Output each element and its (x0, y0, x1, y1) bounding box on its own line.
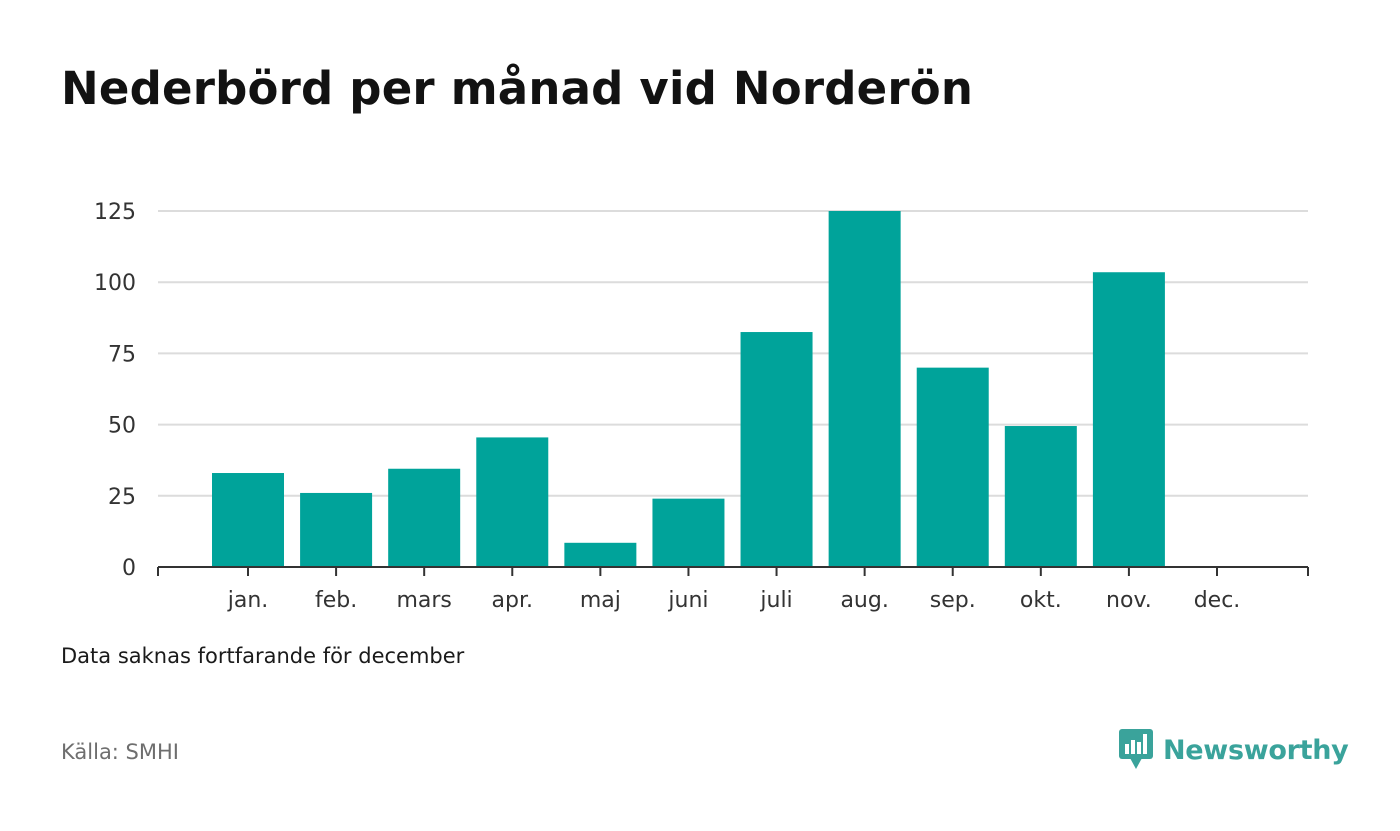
x-tick-label: aug. (840, 588, 888, 613)
bar-jan (212, 473, 284, 567)
bar-mars (388, 468, 461, 567)
bar-sep (916, 367, 989, 567)
x-tick-label: feb. (315, 588, 357, 613)
x-tick-label: juni (667, 588, 708, 613)
y-tick-label: 75 (108, 342, 136, 367)
y-tick-label: 100 (94, 271, 136, 296)
bar-okt (1004, 426, 1077, 567)
x-tick-label: mars (396, 588, 451, 613)
bar-juni (652, 498, 725, 567)
y-tick-label: 125 (94, 200, 136, 225)
bar-juli (740, 332, 813, 567)
x-tick-label: sep. (930, 588, 976, 613)
y-axis-tick-labels: 0 25 50 75 100 125 (94, 200, 136, 581)
bar-chart-speech-bubble-icon (1119, 729, 1153, 769)
bars (212, 211, 1165, 567)
logo-text: Newsworthy (1163, 734, 1349, 766)
newsworthy-logo: Newsworthy (1118, 728, 1349, 772)
bar-chart: 0 25 50 75 100 125 jan. feb. mars apr. maj juni jul… (94, 200, 1309, 613)
x-tick-label: dec. (1194, 588, 1241, 613)
x-tick-label: jan. (227, 588, 269, 613)
x-tick-label: nov. (1106, 588, 1152, 613)
x-tick-label: apr. (492, 588, 533, 613)
x-axis-tick-labels: jan. feb. mars apr. maj juni juli aug. sep. okt. n… (227, 588, 1241, 613)
footnote: Data saknas fortfarande för december (61, 644, 465, 668)
bar-maj (564, 542, 637, 567)
bar-apr (476, 437, 549, 567)
chart-title: Nederbörd per månad vid Norderön (61, 62, 974, 115)
x-tick-label: maj (580, 588, 621, 613)
source-credit: Källa: SMHI (61, 740, 179, 764)
y-tick-label: 50 (108, 414, 136, 439)
bar-aug (828, 211, 901, 567)
y-tick-label: 25 (108, 485, 136, 510)
x-axis (157, 566, 1309, 576)
bar-nov (1092, 272, 1165, 567)
x-tick-label: okt. (1020, 588, 1062, 613)
x-tick-label: juli (759, 588, 792, 613)
bar-feb (300, 492, 373, 567)
y-tick-label: 0 (122, 556, 136, 581)
